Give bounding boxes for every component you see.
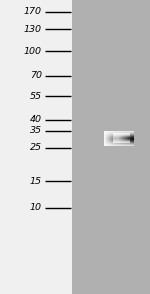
Text: 170: 170 [24,7,42,16]
Text: 100: 100 [24,47,42,56]
Bar [0,0,72,294]
Text: 55: 55 [30,92,42,101]
Text: 10: 10 [30,203,42,212]
Text: 25: 25 [30,143,42,152]
Text: 130: 130 [24,25,42,34]
Text: 35: 35 [30,126,42,135]
Text: 70: 70 [30,71,42,80]
Text: 40: 40 [30,116,42,124]
Text: 15: 15 [30,177,42,186]
Bar [72,0,150,294]
